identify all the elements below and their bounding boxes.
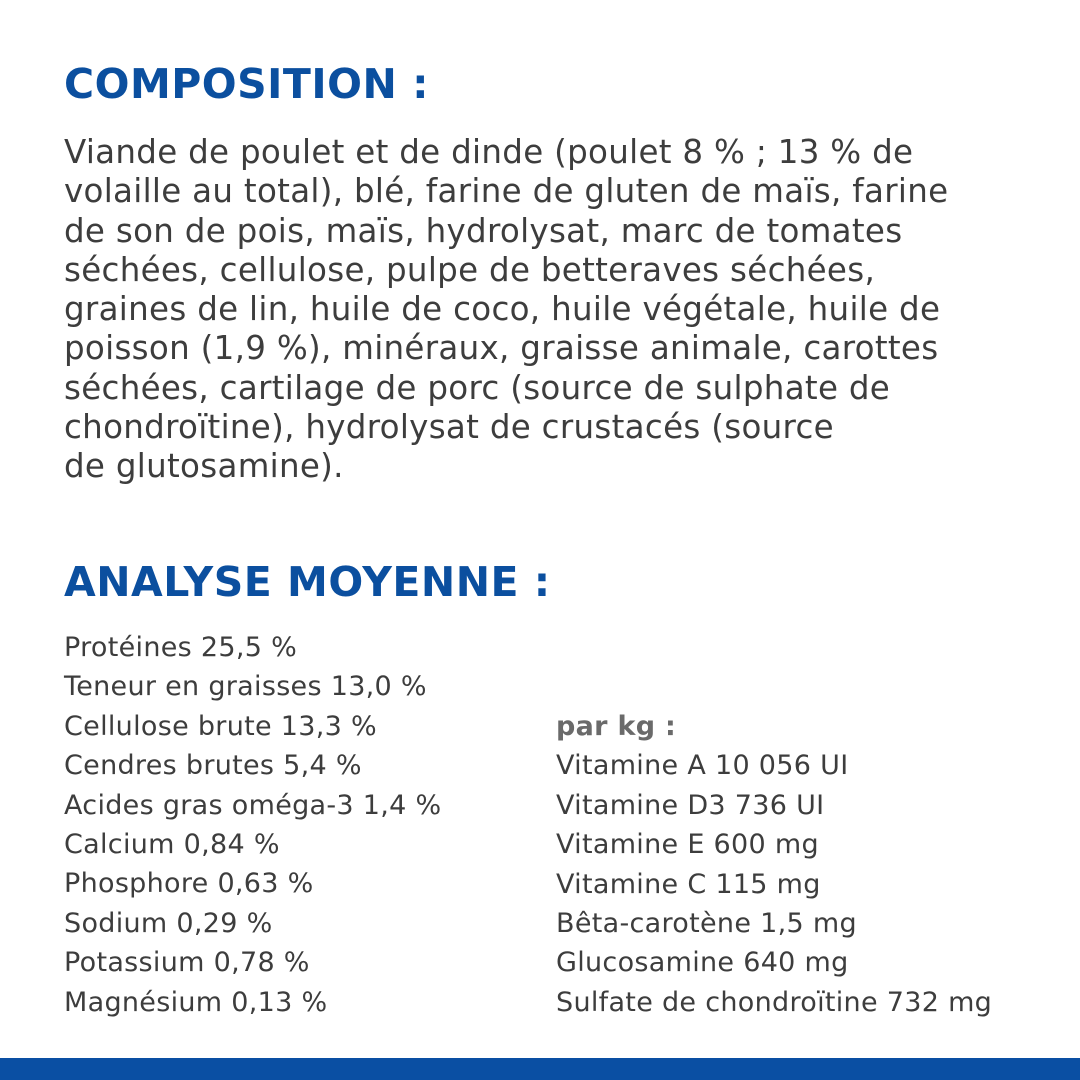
composition-heading: COMPOSITION : (64, 60, 429, 108)
analysis-heading: ANALYSE MOYENNE : (64, 558, 551, 606)
analysis-item: Acides gras oméga-3 1,4 % (64, 789, 442, 821)
composition-line: volaille au total), blé, farine de glute… (64, 172, 949, 211)
vitamin-item: Sulfate de chondroïtine 732 mg (556, 986, 993, 1018)
composition-line: poisson (1,9 %), minéraux, graisse anima… (64, 329, 939, 368)
composition-line: graines de lin, huile de coco, huile vég… (64, 290, 941, 329)
vitamin-item: Vitamine C 115 mg (556, 868, 821, 900)
composition-line: chondroïtine), hydrolysat de crustacés (… (64, 408, 834, 447)
analysis-item: Protéines 25,5 % (64, 632, 298, 663)
composition-line: Viande de poulet et de dinde (poulet 8 %… (64, 133, 914, 171)
vitamin-item: Vitamine E 600 mg (556, 829, 819, 861)
per-kg-heading: par kg : (556, 711, 677, 742)
vitamins-list: par kg : Vitamine A 10 056 UI Vitamine D3… (556, 707, 992, 1022)
analysis-item: Phosphore 0,63 % (64, 868, 314, 900)
composition-line: de son de pois, maïs, hydrolysat, marc d… (64, 211, 903, 250)
vitamin-item: Glucosamine 640 mg (556, 947, 849, 979)
composition-line: de glutosamine). (64, 447, 344, 486)
vitamin-item: Bêta-carotène 1,5 mg (556, 908, 857, 940)
vitamin-item: Vitamine A 10 056 UI (556, 750, 849, 782)
composition-text: Viande de poulet et de dinde (poulet 8 %… (64, 133, 948, 487)
footer-bar (0, 1058, 1080, 1080)
analysis-item: Potassium 0,78 % (64, 947, 310, 979)
analysis-item: Cendres brutes 5,4 % (64, 750, 362, 782)
analysis-list: Protéines 25,5 % Teneur en graisses 13,0 … (64, 628, 441, 1022)
vitamin-item: Vitamine D3 736 UI (556, 789, 825, 821)
analysis-item: Calcium 0,84 % (64, 829, 280, 861)
analysis-item: Teneur en graisses 13,0 % (64, 671, 427, 703)
composition-line: séchées, cellulose, pulpe de betteraves … (64, 250, 876, 289)
analysis-item: Sodium 0,29 % (64, 907, 273, 939)
composition-line: séchées, cartilage de porc (source de su… (64, 368, 891, 407)
analysis-item: Cellulose brute 13,3 % (64, 710, 377, 742)
analysis-item: Magnésium 0,13 % (64, 986, 328, 1018)
